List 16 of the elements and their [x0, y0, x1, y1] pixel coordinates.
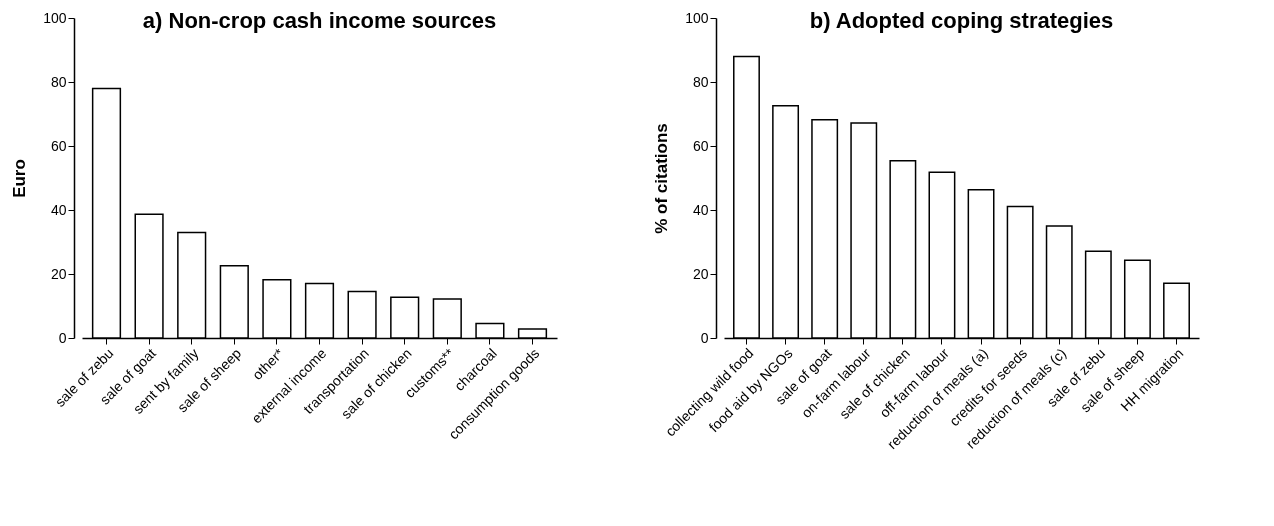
- y-tick-label: 100: [685, 9, 709, 26]
- chart-title: a) Non-crop cash income sources: [142, 8, 497, 33]
- y-tick-label: 20: [50, 265, 67, 282]
- y-tick-label: 80: [50, 73, 67, 90]
- y-tick-label: 100: [43, 9, 67, 26]
- chart-title: b) Adopted coping strategies: [809, 8, 1114, 33]
- y-tick-label: 60: [692, 137, 709, 154]
- y-tick-label: 60: [50, 137, 67, 154]
- y-tick-label: 0: [700, 329, 709, 346]
- y-tick-label: 80: [692, 73, 709, 90]
- y-axis-title: % of citations: [652, 123, 672, 234]
- y-tick-label: 40: [50, 201, 67, 218]
- y-axis-title: Euro: [10, 159, 30, 198]
- y-tick-label: 20: [692, 265, 709, 282]
- y-tick-label: 40: [692, 201, 709, 218]
- y-tick-label: 0: [58, 329, 67, 346]
